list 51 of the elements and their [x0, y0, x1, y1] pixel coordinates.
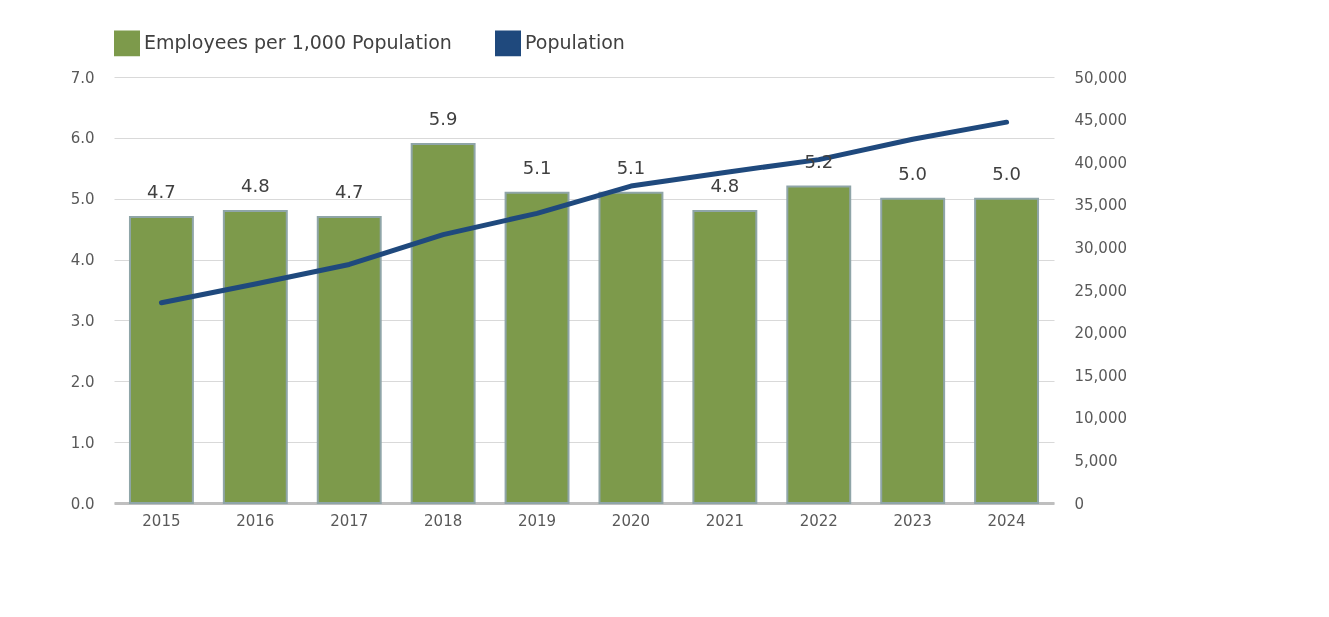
x-tick-label: 2022: [799, 511, 838, 530]
x-tick-label: 2015: [142, 511, 181, 530]
data-label: 5.9: [428, 107, 458, 129]
data-label: 5.1: [616, 156, 646, 178]
y2-tick-label: 5,000: [1074, 451, 1118, 470]
x-tick-label: 2020: [611, 511, 651, 530]
y-tick-label: 4.0: [70, 251, 95, 270]
data-label: 5.0: [898, 162, 927, 184]
y-tick-label: 7.0: [70, 68, 95, 87]
y2-tick-label: 25,000: [1074, 281, 1127, 300]
y2-tick-label: 40,000: [1074, 153, 1127, 172]
bar: [222, 209, 288, 504]
x-tick-label: 2021: [705, 511, 744, 530]
data-label: 5.1: [522, 156, 552, 178]
y-tick-label: 1.0: [70, 433, 95, 452]
bar: [786, 185, 852, 504]
data-label: 4.8: [710, 174, 740, 196]
x-tick-label: 2018: [424, 511, 463, 530]
bar: [880, 197, 946, 504]
y2-tick-label: 35,000: [1074, 196, 1127, 215]
bar: [692, 209, 758, 504]
y-tick-label: 0.0: [70, 494, 95, 513]
y2-tick-label: 0: [1074, 494, 1085, 513]
x-tick-label: 2019: [517, 511, 557, 530]
y-tick-label: 6.0: [70, 129, 95, 148]
data-label: 4.7: [334, 180, 364, 202]
data-label: 5.2: [804, 150, 834, 172]
x-tick-label: 2016: [236, 511, 275, 530]
data-label: 5.0: [992, 162, 1021, 184]
y-tick-label: 3.0: [70, 311, 95, 330]
bar: [504, 191, 570, 504]
y-tick-label: 2.0: [70, 372, 95, 391]
legend-label: Employees per 1,000 Population: [144, 31, 452, 54]
legend-label: Population: [525, 31, 625, 54]
y2-tick-label: 10,000: [1074, 409, 1127, 428]
y2-tick-label: 30,000: [1074, 238, 1127, 257]
x-tick-label: 2024: [987, 511, 1026, 530]
bar: [410, 142, 476, 504]
data-label: 4.8: [241, 174, 270, 196]
bar: [974, 197, 1040, 504]
x-tick-label: 2017: [330, 511, 369, 530]
y2-tick-label: 50,000: [1074, 68, 1127, 87]
y-tick-label: 5.0: [70, 190, 95, 209]
bar: [598, 191, 664, 504]
bar: [316, 215, 382, 504]
x-tick-label: 2023: [893, 511, 932, 530]
y2-tick-label: 20,000: [1074, 324, 1127, 343]
data-label: 4.7: [147, 180, 176, 202]
bar: [128, 215, 194, 504]
y2-tick-label: 15,000: [1074, 366, 1127, 385]
y2-tick-label: 45,000: [1074, 111, 1127, 130]
